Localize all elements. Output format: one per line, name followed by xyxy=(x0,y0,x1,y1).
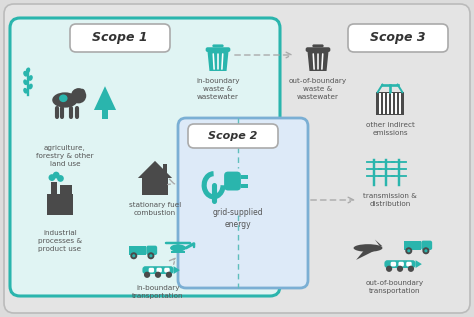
Ellipse shape xyxy=(28,75,33,81)
FancyBboxPatch shape xyxy=(10,18,280,296)
Bar xyxy=(404,241,421,250)
FancyBboxPatch shape xyxy=(206,47,230,52)
FancyBboxPatch shape xyxy=(146,246,157,255)
Circle shape xyxy=(130,252,137,259)
FancyBboxPatch shape xyxy=(306,47,330,52)
Bar xyxy=(163,164,167,175)
FancyBboxPatch shape xyxy=(312,44,324,47)
Text: other indirect
emissions: other indirect emissions xyxy=(365,122,414,136)
Circle shape xyxy=(408,266,414,272)
Text: Scope 2: Scope 2 xyxy=(208,131,258,141)
Circle shape xyxy=(57,175,64,182)
Text: Scope 1: Scope 1 xyxy=(92,31,148,44)
Circle shape xyxy=(71,88,86,103)
Text: transmission &
distribution: transmission & distribution xyxy=(363,193,417,207)
FancyBboxPatch shape xyxy=(156,268,162,272)
Text: in-boundary
transportation: in-boundary transportation xyxy=(132,285,184,299)
Circle shape xyxy=(53,171,60,178)
FancyBboxPatch shape xyxy=(391,262,396,267)
Text: agriculture,
forestry & other
land use: agriculture, forestry & other land use xyxy=(36,145,94,167)
Ellipse shape xyxy=(170,244,186,252)
FancyBboxPatch shape xyxy=(421,241,432,250)
Circle shape xyxy=(147,252,155,259)
Bar xyxy=(241,184,248,188)
Polygon shape xyxy=(416,260,422,268)
FancyBboxPatch shape xyxy=(399,262,404,267)
Polygon shape xyxy=(208,52,228,71)
FancyBboxPatch shape xyxy=(384,260,416,268)
Ellipse shape xyxy=(354,244,383,252)
Bar xyxy=(47,194,73,215)
Text: Scope 3: Scope 3 xyxy=(370,31,426,44)
Circle shape xyxy=(424,249,428,252)
FancyBboxPatch shape xyxy=(212,44,224,47)
Ellipse shape xyxy=(26,68,30,73)
Circle shape xyxy=(397,266,403,272)
Bar xyxy=(241,175,248,179)
Circle shape xyxy=(407,249,410,252)
Ellipse shape xyxy=(52,92,78,108)
Polygon shape xyxy=(138,161,172,178)
FancyBboxPatch shape xyxy=(4,4,470,313)
Polygon shape xyxy=(94,86,116,110)
FancyBboxPatch shape xyxy=(70,24,170,52)
Circle shape xyxy=(155,272,161,278)
Bar xyxy=(376,92,404,115)
Circle shape xyxy=(144,272,150,278)
Circle shape xyxy=(386,266,392,272)
Circle shape xyxy=(422,247,429,254)
FancyBboxPatch shape xyxy=(348,24,448,52)
Polygon shape xyxy=(173,266,180,274)
Circle shape xyxy=(132,254,135,257)
Ellipse shape xyxy=(28,84,33,89)
FancyBboxPatch shape xyxy=(142,266,173,274)
FancyBboxPatch shape xyxy=(164,268,170,272)
FancyBboxPatch shape xyxy=(224,171,241,191)
Circle shape xyxy=(405,247,412,254)
Polygon shape xyxy=(375,240,383,246)
Ellipse shape xyxy=(23,79,27,85)
Bar xyxy=(129,246,146,255)
Ellipse shape xyxy=(23,88,27,94)
Ellipse shape xyxy=(81,89,85,94)
Bar xyxy=(51,182,56,196)
FancyBboxPatch shape xyxy=(149,268,154,272)
Bar xyxy=(60,185,72,196)
FancyBboxPatch shape xyxy=(406,262,412,267)
Text: grid-supplied
energy: grid-supplied energy xyxy=(213,208,264,229)
FancyBboxPatch shape xyxy=(178,118,308,288)
Bar xyxy=(142,178,168,195)
Text: out-of-boundary
waste &
wastewater: out-of-boundary waste & wastewater xyxy=(289,78,347,100)
Text: stationary fuel
combustion: stationary fuel combustion xyxy=(129,202,181,216)
Text: out-of-boundary
transportation: out-of-boundary transportation xyxy=(366,280,424,294)
Ellipse shape xyxy=(23,71,27,77)
Ellipse shape xyxy=(59,94,68,102)
FancyBboxPatch shape xyxy=(188,124,278,148)
Text: in-boundary
waste &
wastewater: in-boundary waste & wastewater xyxy=(196,78,240,100)
Circle shape xyxy=(166,272,172,278)
Circle shape xyxy=(149,254,153,257)
Bar xyxy=(102,110,108,119)
Polygon shape xyxy=(308,52,328,71)
Text: industrial
processes &
product use: industrial processes & product use xyxy=(38,230,82,252)
Circle shape xyxy=(48,174,55,181)
Polygon shape xyxy=(356,250,376,260)
